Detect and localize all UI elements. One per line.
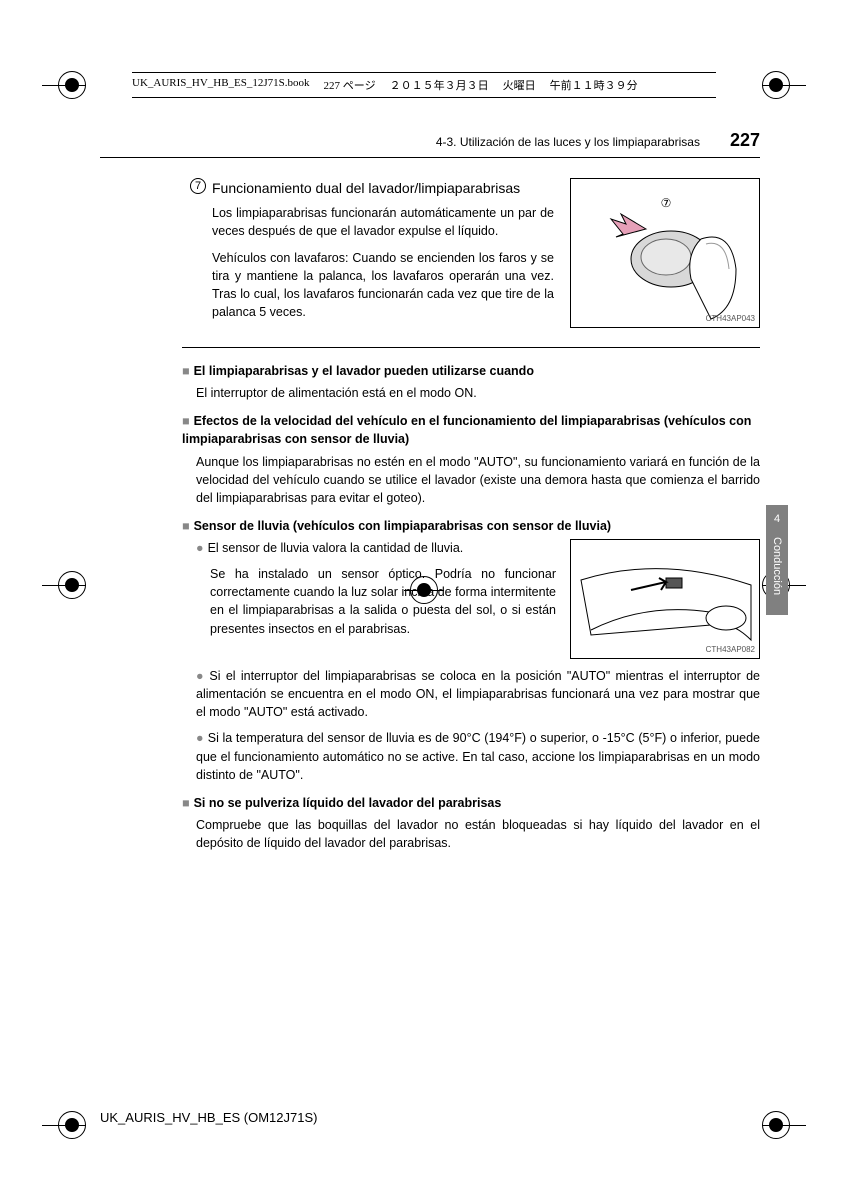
meta-page: 227 ページ — [324, 77, 376, 93]
s1-heading: El limpiaparabrisas y el lavador pueden … — [194, 364, 534, 378]
tab-label: Conducción — [771, 537, 783, 595]
page-content: 4-3. Utilización de las luces y los limp… — [100, 130, 760, 862]
crop-mark — [762, 1110, 806, 1140]
meta-book: UK_AURIS_HV_HB_ES_12J71S.book — [132, 77, 310, 93]
page-header: 4-3. Utilización de las luces y los limp… — [100, 130, 760, 158]
separator — [182, 347, 760, 348]
crop-mark — [42, 570, 86, 600]
section-path: 4-3. Utilización de las luces y los limp… — [436, 135, 700, 149]
bullet-icon: ● — [196, 669, 205, 683]
crop-mark — [42, 70, 86, 100]
section-tab: 4 Conducción — [766, 505, 788, 615]
bullet-icon: ● — [196, 541, 204, 555]
figure-wiper-lever: ⑦ CTH43AP043 — [570, 178, 760, 328]
s4-heading: Si no se pulveriza líquido del lavador d… — [194, 796, 502, 810]
square-bullet-icon: ■ — [182, 519, 190, 533]
figure-rain-sensor: CTH43AP082 — [570, 539, 760, 659]
print-metadata: UK_AURIS_HV_HB_ES_12J71S.book 227 ページ ２０… — [132, 72, 716, 98]
page-number: 227 — [730, 130, 760, 151]
crop-mark — [762, 70, 806, 100]
footer-code: UK_AURIS_HV_HB_ES (OM12J71S) — [100, 1110, 317, 1125]
s3-b1b: Se ha instalado un sensor óptico. Podría… — [210, 565, 556, 638]
s4-body: Compruebe que las boquillas del lavador … — [196, 816, 760, 852]
figure-code: CTH43AP043 — [706, 313, 755, 325]
bullet-icon: ● — [196, 731, 204, 745]
s1-body: El interruptor de alimentación está en e… — [196, 384, 760, 402]
s2-body: Aunque los limpiaparabrisas no estén en … — [196, 453, 760, 507]
item7-title: Funcionamiento dual del lavador/limpiapa… — [212, 178, 520, 198]
square-bullet-icon: ■ — [182, 796, 190, 810]
svg-text:⑦: ⑦ — [661, 196, 672, 210]
s2-heading: Efectos de la velocidad del vehículo en … — [182, 414, 751, 446]
s3-b3: Si la temperatura del sensor de lluvia e… — [196, 731, 760, 781]
figure-code: CTH43AP082 — [706, 644, 755, 656]
step-number-7: 7 — [190, 178, 206, 194]
meta-date: ２０１５年３月３日 — [390, 77, 489, 93]
s3-heading: Sensor de lluvia (vehículos con limpiapa… — [194, 519, 612, 533]
item7-p2: Vehículos con lavafaros: Cuando se encie… — [212, 249, 554, 322]
square-bullet-icon: ■ — [182, 364, 190, 378]
square-bullet-icon: ■ — [182, 414, 190, 428]
crop-mark — [42, 1110, 86, 1140]
s3-b2: Si el interruptor del limpiaparabrisas s… — [196, 669, 760, 719]
s3-b1: El sensor de lluvia valora la cantidad d… — [208, 541, 464, 555]
meta-day: 火曜日 — [503, 77, 536, 93]
item7-p1: Los limpiaparabrisas funcionarán automát… — [212, 204, 554, 240]
meta-time: 午前１１時３９分 — [550, 77, 638, 93]
tab-number: 4 — [774, 513, 780, 525]
